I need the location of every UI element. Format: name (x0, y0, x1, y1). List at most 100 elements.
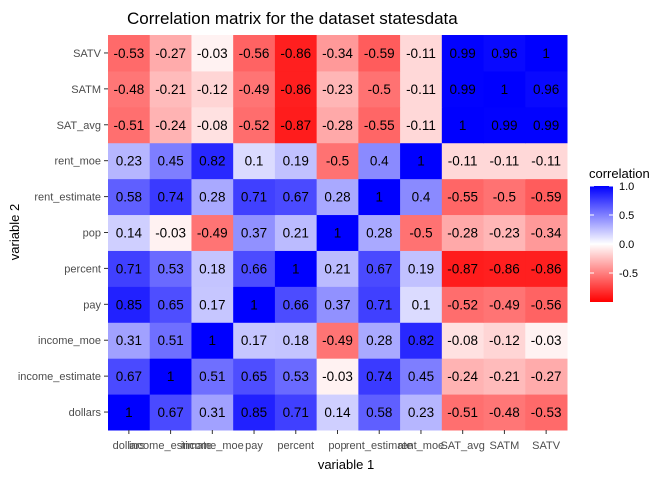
heatmap-cell (316, 35, 359, 72)
heatmap-cell (108, 394, 151, 431)
heatmap-cell (400, 178, 443, 216)
heatmap-cell (108, 286, 151, 323)
cell-value-label: -0.08 (447, 333, 478, 348)
heatmap-cell (233, 214, 276, 251)
cell-value-label: -0.34 (531, 226, 562, 241)
cell-value-label: 0.67 (157, 405, 183, 420)
heatmap-cell (483, 214, 526, 251)
heatmap-cell (191, 178, 234, 216)
cell-value-label: -0.86 (280, 46, 311, 61)
heatmap-cell (108, 70, 151, 108)
cell-value-label: 0.4 (370, 154, 389, 169)
cell-value-label: 0.71 (366, 297, 392, 312)
heatmap-cell (108, 106, 151, 144)
cell-value-label: -0.55 (447, 190, 478, 205)
heatmap-cell (525, 358, 568, 395)
cell-value-label: 1 (167, 369, 175, 384)
y-tick-label: income_estimate (18, 371, 101, 383)
heatmap-cell (400, 286, 443, 323)
heatmap-cell (525, 286, 568, 323)
cell-value-label: 0.31 (199, 405, 225, 420)
cell-value-label: -0.48 (489, 405, 520, 420)
cell-value-label: 0.1 (412, 297, 431, 312)
cell-value-label: 0.99 (491, 118, 517, 133)
heatmap-cell (233, 250, 276, 287)
heatmap-cell (274, 178, 318, 216)
heatmap-cell (108, 322, 151, 359)
cell-value-label: 0.58 (366, 405, 392, 420)
heatmap-cell (525, 214, 568, 251)
x-tick-label: SAT_avg (440, 440, 484, 452)
heatmap-cell (358, 286, 401, 323)
cell-value-label: 0.96 (533, 82, 559, 97)
heatmap-cell (483, 358, 526, 395)
x-tick-label: income_estimate (129, 440, 212, 452)
heatmap-cell (316, 106, 359, 144)
heatmap-cells (108, 35, 568, 431)
cell-value-label: 1 (542, 46, 550, 61)
x-tick-label: SATV (532, 440, 561, 452)
cell-value-label: 0.1 (245, 154, 264, 169)
heatmap-cell (358, 214, 401, 251)
cell-value-label: -0.86 (280, 82, 311, 97)
legend-tick-label: 1.0 (619, 181, 634, 193)
cell-value-label: 0.85 (116, 297, 142, 312)
cell-value-label: 0.37 (241, 226, 267, 241)
heatmap-cell (441, 142, 485, 180)
cell-value-label: 0.67 (366, 261, 392, 276)
y-tick-label: rent_estimate (34, 192, 101, 204)
cell-value-label: -0.11 (448, 154, 478, 169)
cell-value-label: 0.19 (283, 154, 309, 169)
cell-value-label: -0.49 (489, 297, 520, 312)
cell-value-label: 0.23 (408, 405, 434, 420)
heatmap-cell (441, 106, 485, 144)
cell-value-label: -0.23 (489, 226, 520, 241)
cell-value-label: -0.87 (280, 118, 311, 133)
cell-value-label: 0.65 (241, 369, 267, 384)
cell-value-label: -0.53 (113, 46, 144, 61)
heatmap-cell (316, 142, 359, 180)
x-tick-label: pop (328, 440, 346, 452)
y-tick-label: pop (83, 228, 101, 240)
cell-value-label: 1 (417, 154, 425, 169)
cell-value-label: -0.86 (531, 261, 562, 276)
cell-value-label: 0.18 (199, 261, 225, 276)
cell-value-label: 0.19 (408, 261, 434, 276)
heatmap-cell (525, 322, 568, 359)
cell-value-label: -0.49 (322, 333, 353, 348)
x-tick-label: SATM (490, 440, 520, 452)
cell-value-label: 0.21 (324, 261, 350, 276)
heatmap-cell (149, 322, 192, 359)
cell-value-label: -0.11 (406, 46, 436, 61)
cell-value-label: -0.28 (447, 226, 478, 241)
cell-value-label: -0.11 (531, 154, 561, 169)
cell-value-label: 0.82 (199, 154, 225, 169)
y-tick-label: income_moe (38, 335, 101, 347)
heatmap-cell (358, 35, 401, 72)
heatmap-cell (233, 70, 276, 108)
heatmap-cell (233, 394, 276, 431)
cell-value-label: -0.59 (364, 46, 395, 61)
heatmap-cell (274, 322, 318, 359)
heatmap-cell (108, 214, 151, 251)
heatmap-cell (274, 394, 318, 431)
cell-value-label: -0.86 (489, 261, 520, 276)
cell-value-label: 0.82 (408, 333, 434, 348)
heatmap-cell (316, 286, 359, 323)
heatmap-cell-labels: 1 0.67 0.31 0.85 0.71 0.14 0.58 0.23 -0.51 -0.48-… (113, 46, 562, 420)
x-tick-label: dollars (113, 440, 146, 452)
cell-value-label: 0.66 (283, 297, 309, 312)
cell-value-label: -0.11 (406, 82, 436, 97)
y-tick-label: pay (83, 299, 101, 311)
cell-value-label: 0.21 (283, 226, 309, 241)
heatmap-cell (191, 70, 234, 108)
cell-value-label: 0.17 (199, 297, 225, 312)
cell-value-label: -0.52 (447, 297, 478, 312)
heatmap-cell (274, 70, 318, 108)
y-tick-label: percent (64, 263, 101, 275)
heatmap-cell (358, 358, 401, 395)
heatmap-cell (483, 142, 526, 180)
cell-value-label: 0.85 (241, 405, 267, 420)
heatmap-cell (441, 358, 485, 395)
cell-value-label: -0.5 (493, 190, 516, 205)
